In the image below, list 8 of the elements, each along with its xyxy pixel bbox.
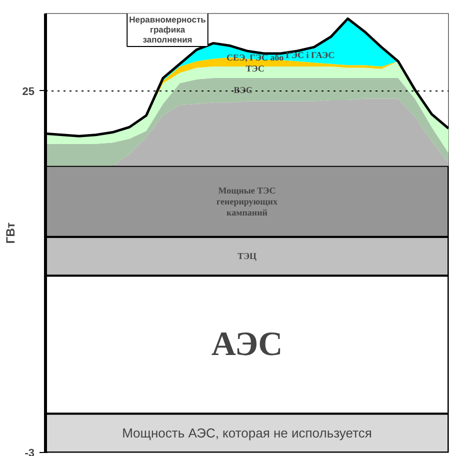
- series-label: Мощные ТЭС генерирующих кампаний: [216, 185, 278, 218]
- series-label: АЭС: [211, 326, 283, 364]
- annotation: Неравномерность графика заполнения: [129, 14, 206, 44]
- y-axis-title: ГВт: [3, 222, 18, 244]
- series-label: ГЭС і ГАЭС: [286, 50, 335, 60]
- band-label: Мощность АЭС, которая не используется: [122, 426, 372, 441]
- y-tick-label: 25: [22, 86, 35, 98]
- series-label: ТЭЦ: [237, 251, 257, 262]
